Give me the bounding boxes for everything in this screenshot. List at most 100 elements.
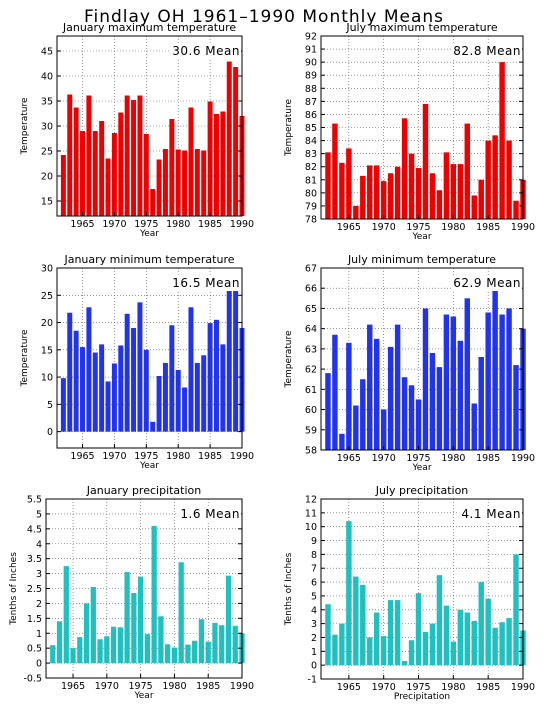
y-tick-label: 59	[305, 425, 317, 436]
bar: 1965: 83.4	[346, 148, 352, 219]
bar: 1963: 63.7	[332, 334, 338, 450]
bar: 1970: 12.5	[111, 363, 117, 432]
bar: 1980: 25.3	[175, 149, 181, 216]
bar: 1963: 36.3	[67, 94, 73, 216]
mean-label-background	[459, 506, 522, 522]
bar: 1985: 0.72	[205, 641, 211, 664]
bar: 1969: 3.8	[374, 612, 380, 666]
bar: 1980: 64.6	[450, 316, 457, 450]
bar: 1968: 16	[99, 344, 105, 432]
bar: 1962: 24.2	[60, 155, 66, 216]
bar: 1977: 81.5	[429, 173, 436, 219]
x-tick-label: 1980	[441, 222, 465, 233]
y-tick-label: 11	[305, 508, 317, 519]
bar: 1972: 36.1	[124, 95, 130, 216]
bar: 1980: 82.2	[450, 164, 457, 219]
bar: 1987: 3.1	[499, 622, 505, 666]
bar: 1984: 81	[478, 179, 484, 219]
bar: 1972: 82	[394, 166, 401, 219]
x-tick-label: 1980	[166, 451, 190, 462]
y-tick-label: 7	[311, 564, 317, 575]
x-tick-label: 1990	[511, 453, 535, 464]
y-tick-label: 84	[305, 136, 317, 147]
bar: 1979: 19.5	[169, 325, 175, 432]
bar: 1967: 14.5	[92, 352, 98, 432]
x-tick-label: 1965	[337, 222, 361, 233]
bar: 1985: 4.8	[485, 598, 491, 666]
mean-label-background	[451, 43, 522, 59]
bar: 1976: 2.4	[422, 631, 429, 666]
y-tick-label: 5	[47, 400, 53, 411]
y-tick-label: 12	[305, 495, 317, 506]
x-tick-label: 1980	[441, 682, 465, 693]
y-tick-label: 60	[305, 405, 317, 416]
y-tick-label: 1	[311, 647, 317, 658]
bar: 1985: 19.9	[207, 323, 213, 432]
y-tick-label: 1	[36, 629, 42, 640]
y-tick-label: 15	[41, 345, 53, 356]
bar: 1972: 4.7	[394, 600, 401, 666]
mean-label: 1.6 Mean	[180, 507, 240, 521]
y-tick-label: 9	[311, 536, 317, 547]
bar: 1985: 64.8	[485, 312, 491, 450]
bar: 1979: 4.3	[443, 605, 450, 666]
bar: 1963: 21.8	[67, 312, 73, 432]
bar: 1965: 0.5	[70, 648, 76, 664]
y-tick-label: 64	[305, 324, 317, 335]
bar: 1966: 22.8	[86, 307, 92, 432]
bar: 1983: 79.8	[471, 195, 477, 219]
bar: 1974: 36.1	[137, 95, 143, 216]
mean-label-background	[170, 43, 241, 59]
y-tick-label: 20	[41, 318, 53, 329]
bar: 1966: 36.1	[86, 95, 92, 216]
bar: 1966: 6.4	[353, 576, 359, 666]
y-tick-label: -0.5	[23, 674, 42, 685]
y-tick-label: 0	[311, 661, 317, 672]
mean-label: 30.6 Mean	[172, 44, 240, 58]
bar: 1969: 9.2	[105, 381, 111, 432]
bar: 1973: 61.6	[401, 377, 408, 450]
bar: 1988: 42.9	[226, 61, 232, 216]
bar: 1966: 0.87	[77, 637, 83, 664]
bar: 1966: 60.2	[353, 405, 359, 450]
bar: 1973: 3.05	[124, 572, 130, 664]
y-tick-label: 30	[41, 264, 53, 275]
bar: 1989: 8	[513, 554, 519, 666]
bar: 1974: 61.2	[408, 385, 415, 450]
bar: 1980: 0.52	[171, 647, 178, 664]
chart-panel-6: 1962: 4.41963: 2.21964: 31965: 10.41966:…	[284, 484, 535, 702]
figure-title: Findlay OH 1961–1990 Monthly Means	[84, 7, 444, 27]
x-tick-label: 1985	[196, 681, 220, 692]
bar: 1977: 3	[429, 623, 436, 666]
bar: 1989: 62.2	[513, 365, 519, 450]
bar: 1976: 65	[422, 308, 429, 450]
y-tick-label: 1.5	[27, 614, 42, 625]
x-tick-label: 1970	[372, 682, 396, 693]
mean-label: 82.8 Mean	[453, 44, 521, 58]
bar: 1974: 2.35	[131, 592, 137, 664]
bar: 1981: 25.1	[182, 150, 188, 216]
bar: 1983: 60.3	[471, 403, 477, 450]
bar: 1975: 5.2	[415, 593, 422, 666]
bar: 1978: 6.5	[436, 575, 443, 666]
x-tick-label: 1970	[102, 219, 126, 230]
bar: 1979: 83.1	[443, 152, 450, 219]
bar: 1982: 0.62	[185, 644, 191, 664]
bar: 1973: 85.7	[401, 118, 408, 219]
bar: 1984: 1.47	[198, 619, 205, 664]
bar: 1985: 34.9	[207, 101, 213, 216]
bar: 1981: 3.38	[178, 562, 184, 664]
x-axis-label: Year	[411, 463, 431, 473]
bar: 1981: 63.4	[457, 340, 464, 450]
x-tick-label: 1985	[198, 451, 222, 462]
y-axis-label: Temperature	[284, 330, 294, 388]
mean-label: 4.1 Mean	[461, 507, 521, 521]
bar: 1984: 6	[478, 582, 484, 666]
bar: 1972: 1.2	[117, 627, 123, 664]
x-tick-label: 1990	[511, 222, 535, 233]
bar: 1986: 32.4	[213, 114, 219, 216]
y-tick-label: 67	[305, 264, 317, 275]
bar: 1964: 58.8	[339, 433, 345, 450]
y-tick-label: 81	[305, 175, 317, 186]
y-tick-label: 89	[305, 71, 317, 82]
